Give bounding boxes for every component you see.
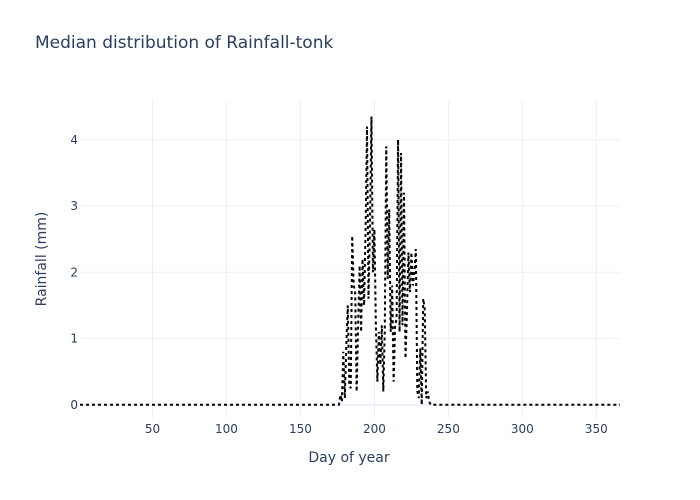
y-tick-label: 2 <box>70 265 78 279</box>
x-tick-label: 150 <box>289 422 312 436</box>
y-tick-label: 4 <box>70 133 78 147</box>
y-tick-label: 3 <box>70 199 78 213</box>
axis-layer: 50 100 150 200 250 300 350 0 1 2 3 4 <box>70 133 607 436</box>
x-tick-label: 100 <box>215 422 238 436</box>
x-tick-label: 350 <box>585 422 608 436</box>
x-tick-label: 300 <box>511 422 534 436</box>
series-line-0 <box>80 116 620 406</box>
x-axis-title: Day of year <box>308 450 390 466</box>
series-layer <box>80 116 620 406</box>
y-axis-title: Rainfall (mm) <box>34 212 50 307</box>
x-tick-label: 200 <box>363 422 386 436</box>
x-tick-label: 50 <box>145 422 160 436</box>
chart-title: Median distribution of Rainfall-tonk <box>35 33 334 53</box>
y-tick-label: 0 <box>70 398 78 412</box>
x-tick-label: 250 <box>437 422 460 436</box>
y-tick-label: 1 <box>70 332 78 346</box>
